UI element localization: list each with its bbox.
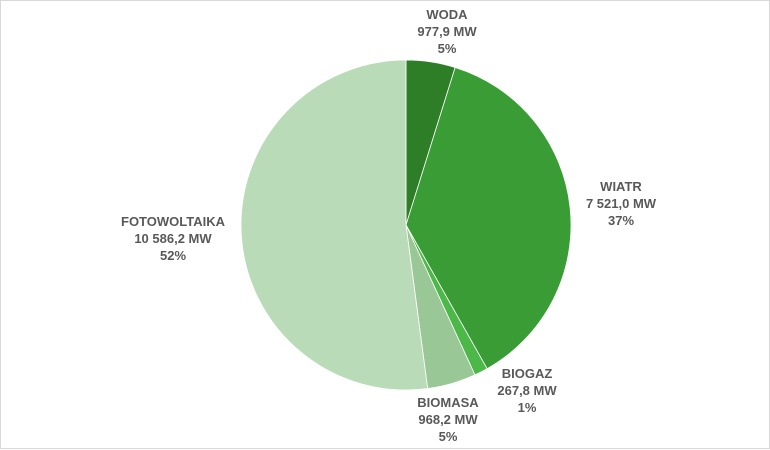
label-biomasa-value: 968,2 MW — [418, 412, 478, 427]
label-wiatr-name: WIATR — [600, 179, 642, 194]
slice-fotowoltaika — [240, 59, 429, 391]
label-fotowoltaika: FOTOWOLTAIKA 10 586,2 MW 52% — [121, 214, 226, 263]
label-biogaz-percent: 1% — [518, 400, 537, 415]
pie-slices — [240, 59, 572, 391]
label-fotowoltaika-value: 10 586,2 MW — [134, 231, 212, 246]
label-biomasa-percent: 5% — [439, 429, 458, 444]
label-biogaz: BIOGAZ 267,8 MW 1% — [497, 366, 557, 415]
label-woda-percent: 5% — [438, 41, 457, 56]
label-biogaz-value: 267,8 MW — [497, 383, 557, 398]
label-wiatr-percent: 37% — [608, 213, 634, 228]
slice-wiatr — [405, 66, 572, 370]
label-woda-value: 977,9 MW — [417, 24, 477, 39]
label-woda-name: WODA — [426, 7, 468, 22]
label-biogaz-name: BIOGAZ — [502, 366, 553, 381]
label-wiatr: WIATR 7 521,0 MW 37% — [586, 179, 657, 228]
label-woda: WODA 977,9 MW 5% — [417, 7, 477, 56]
label-biomasa-name: BIOMASA — [417, 395, 479, 410]
label-fotowoltaika-percent: 52% — [160, 248, 186, 263]
label-biomasa: BIOMASA 968,2 MW 5% — [417, 395, 479, 444]
label-fotowoltaika-name: FOTOWOLTAIKA — [121, 214, 226, 229]
label-wiatr-value: 7 521,0 MW — [586, 196, 657, 211]
